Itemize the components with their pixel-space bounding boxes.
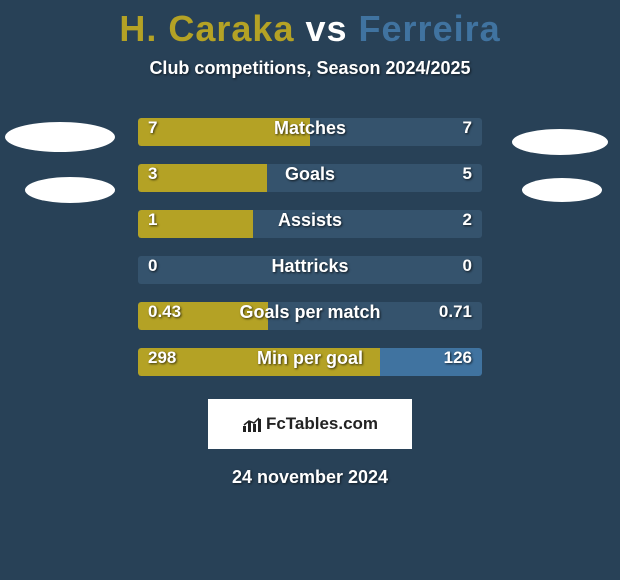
stat-value-right: 0.71 — [439, 302, 472, 322]
stat-bar-track: 298126Min per goal — [138, 348, 482, 376]
footer-date: 24 november 2024 — [0, 467, 620, 488]
stat-row: 12Assists — [0, 201, 620, 247]
chart-icon — [242, 416, 262, 432]
comparison-title: H. Caraka vs Ferreira — [0, 0, 620, 50]
stat-row: 0.430.71Goals per match — [0, 293, 620, 339]
stat-bar-track: 12Assists — [138, 210, 482, 238]
stat-bar-right — [380, 348, 482, 376]
attribution-text: FcTables.com — [266, 414, 378, 434]
attribution-badge: FcTables.com — [208, 399, 412, 449]
stat-row: 0 0 Hattricks — [0, 247, 620, 293]
stat-value-right: 0 — [463, 256, 472, 276]
stat-label: Goals — [285, 164, 335, 185]
stat-bar-left — [138, 302, 268, 330]
stat-bar-track: 0 0 Hattricks — [138, 256, 482, 284]
player1-name: H. Caraka — [119, 8, 294, 49]
stat-bar-track: 0.430.71Goals per match — [138, 302, 482, 330]
stat-value-left: 0 — [148, 256, 157, 276]
stat-bar-left — [138, 210, 253, 238]
stat-label: Hattricks — [271, 256, 348, 277]
stat-row: 35Goals — [0, 155, 620, 201]
stat-bar-left — [138, 348, 380, 376]
player2-name: Ferreira — [359, 8, 501, 49]
stat-value-right: 2 — [463, 210, 472, 230]
stat-label: Assists — [278, 210, 342, 231]
stat-bar-left — [138, 164, 267, 192]
stat-row: 77Matches — [0, 109, 620, 155]
stat-bar-track: 77Matches — [138, 118, 482, 146]
stat-bar-left — [138, 118, 310, 146]
stat-value-right: 5 — [463, 164, 472, 184]
stats-chart: 77Matches35Goals12Assists00Hattricks0.43… — [0, 109, 620, 385]
stat-value-right: 7 — [463, 118, 472, 138]
subtitle: Club competitions, Season 2024/2025 — [0, 58, 620, 79]
stat-row: 298126Min per goal — [0, 339, 620, 385]
stat-bar-track: 35Goals — [138, 164, 482, 192]
vs-text: vs — [294, 8, 358, 49]
